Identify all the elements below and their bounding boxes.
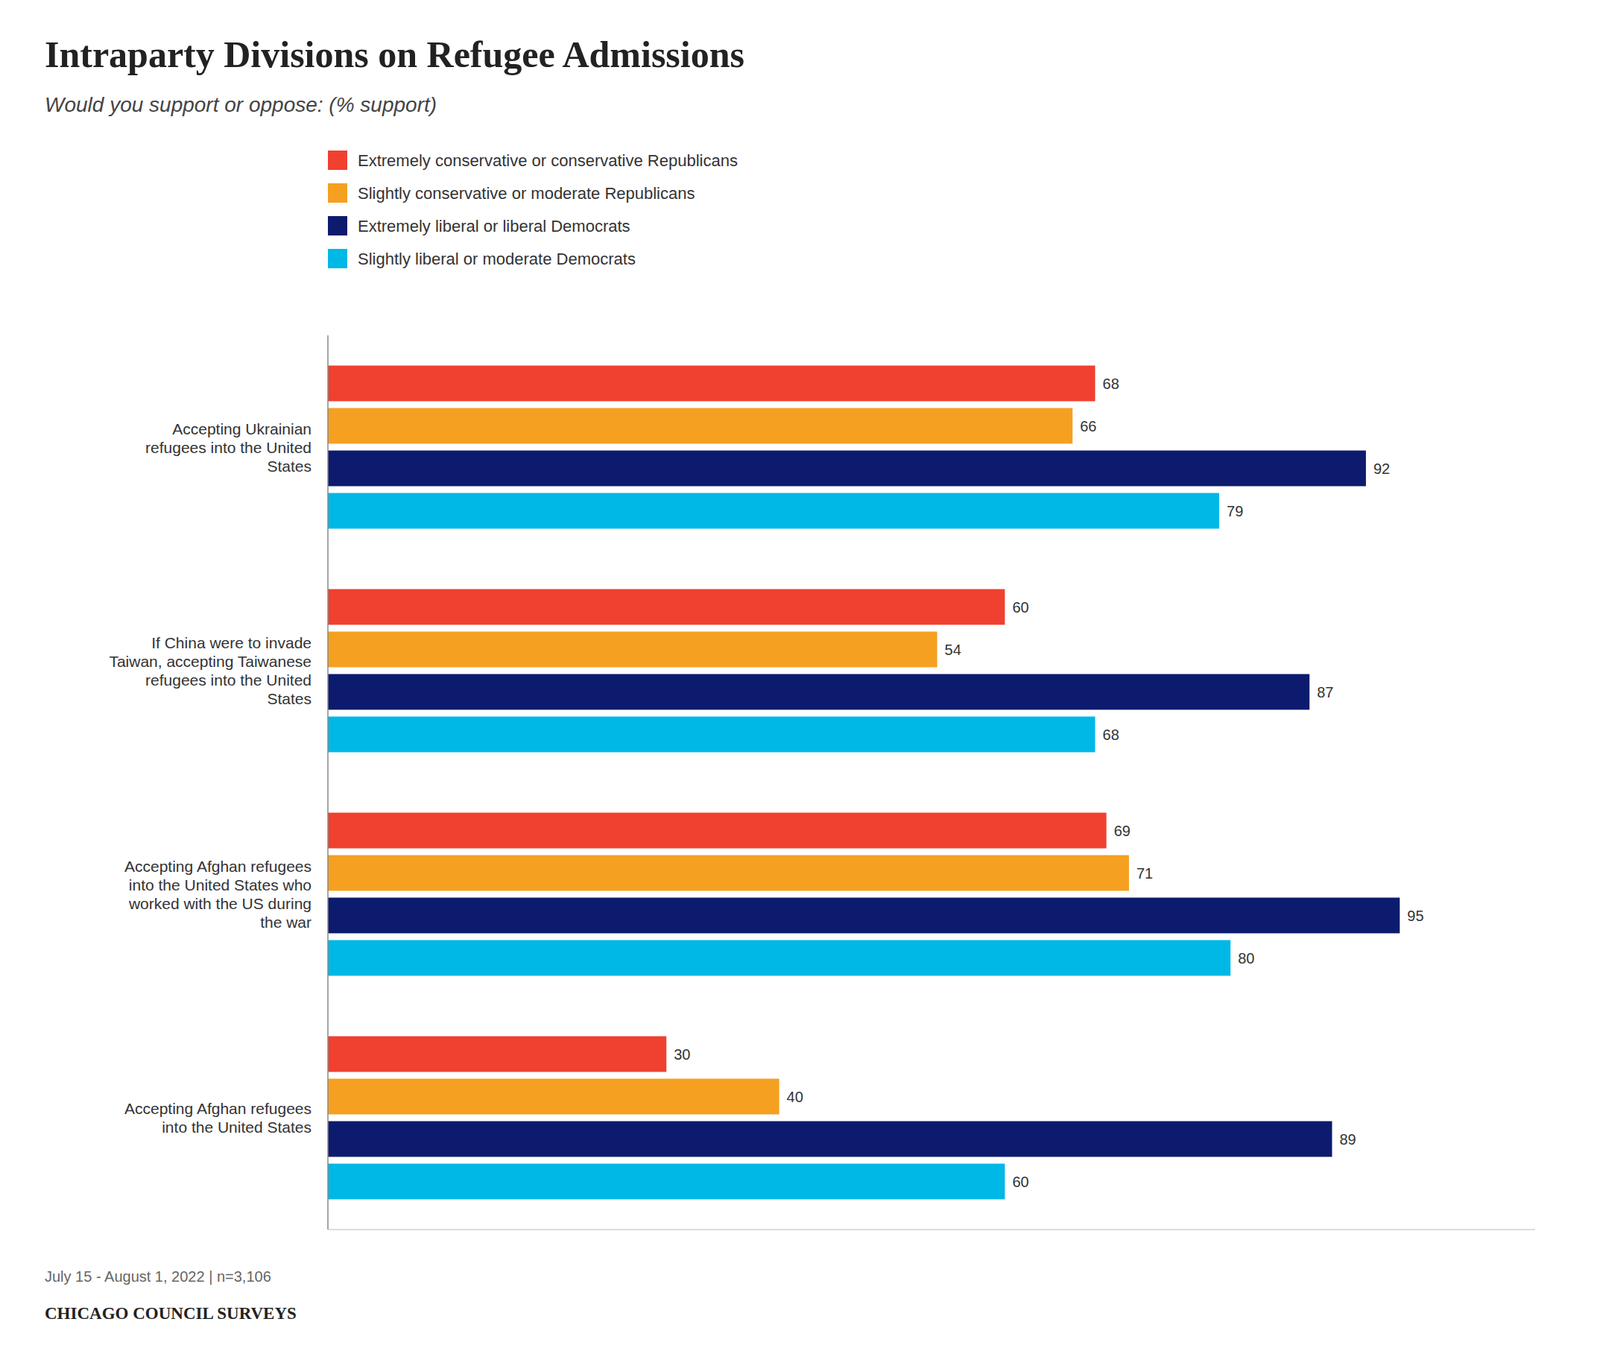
category-label-line: Accepting Ukrainian — [172, 420, 312, 438]
chart-svg: Intraparty Divisions on Refugee Admissio… — [0, 0, 1600, 1354]
legend-label: Extremely liberal or liberal Democrats — [357, 216, 631, 236]
bars — [327, 365, 1400, 1200]
category-label-line: into the United States — [161, 1118, 312, 1136]
category-label-line: worked with the US during — [128, 895, 312, 913]
axis-line — [327, 1229, 1536, 1231]
bar — [327, 493, 1220, 530]
bar — [327, 1036, 667, 1073]
legend-swatch — [327, 183, 348, 203]
bar — [327, 897, 1400, 934]
data-label: 89 — [1339, 1131, 1356, 1148]
data-label: 87 — [1316, 684, 1334, 701]
category-label-line: States — [266, 457, 312, 475]
annotation: CHICAGO COUNCIL SURVEYS — [44, 1304, 297, 1323]
bar — [327, 1121, 1332, 1158]
legend: Extremely conservative or conservative R… — [327, 150, 738, 269]
category-label-line: into the United States who — [128, 876, 312, 894]
data-label: 66 — [1079, 418, 1097, 435]
category-label: Accepting Ukrainianrefugees into the Uni… — [145, 420, 312, 475]
data-label: 79 — [1226, 503, 1244, 520]
category-label: Accepting Afghan refugeesinto the United… — [124, 1099, 312, 1136]
legend-swatch — [327, 150, 348, 170]
data-label: 54 — [944, 641, 962, 659]
annotation: July 15 - August 1, 2022 | n=3,106 — [44, 1268, 272, 1285]
legend-label: Extremely conservative or conservative R… — [357, 151, 738, 170]
category-label-line: Accepting Afghan refugees — [124, 857, 312, 875]
data-labels: 68 66 92 79 60 54 87 68 69 71 95 80 30 40 89 60 — [673, 375, 1424, 1191]
legend-swatch — [327, 248, 348, 269]
legend-label: Slightly conservative or moderate Republ… — [357, 184, 695, 203]
subtitle: Would you support or oppose: (% support) — [44, 93, 437, 117]
title: Intraparty Divisions on Refugee Admissio… — [44, 33, 745, 76]
data-label: 30 — [673, 1046, 691, 1063]
bar — [327, 855, 1130, 892]
bar — [327, 1079, 780, 1115]
legend-swatch — [327, 216, 348, 236]
data-label: 68 — [1102, 726, 1120, 743]
data-label: 60 — [1012, 1173, 1029, 1191]
bar — [327, 631, 938, 668]
data-label: 68 — [1102, 375, 1120, 392]
category-label-line: Taiwan, accepting Taiwanese — [108, 652, 312, 670]
data-label: 69 — [1114, 822, 1131, 840]
category-label-line: refugees into the United — [145, 671, 312, 689]
bar — [327, 589, 1005, 626]
bar — [327, 813, 1107, 849]
category-label: If China were to invadeTaiwan, accepting… — [108, 634, 312, 708]
bar — [327, 450, 1366, 487]
bar — [327, 408, 1073, 445]
axis-baseline — [327, 335, 329, 1230]
data-label: 71 — [1136, 865, 1153, 882]
category-label-line: If China were to invade — [151, 634, 312, 652]
bar — [327, 365, 1096, 402]
category-labels: Accepting Ukrainianrefugees into the Uni… — [108, 420, 312, 1137]
data-label: 60 — [1012, 599, 1029, 616]
data-label: 95 — [1406, 907, 1424, 925]
bar — [327, 940, 1231, 977]
data-label: 92 — [1373, 460, 1390, 477]
category-label-line: refugees into the United — [145, 438, 312, 457]
legend-label: Slightly liberal or moderate Democrats — [357, 249, 636, 269]
data-label: 40 — [786, 1088, 804, 1106]
bar — [327, 1164, 1005, 1200]
data-label: 80 — [1237, 950, 1255, 967]
category-label: Accepting Afghan refugeesinto the United… — [124, 857, 312, 931]
bar — [327, 674, 1310, 711]
category-label-line: the war — [260, 913, 312, 931]
bar — [327, 716, 1096, 753]
category-label-line: Accepting Afghan refugees — [124, 1099, 312, 1118]
chart-container: Intraparty Divisions on Refugee Admissio… — [0, 0, 1600, 1354]
category-label-line: States — [266, 690, 312, 708]
